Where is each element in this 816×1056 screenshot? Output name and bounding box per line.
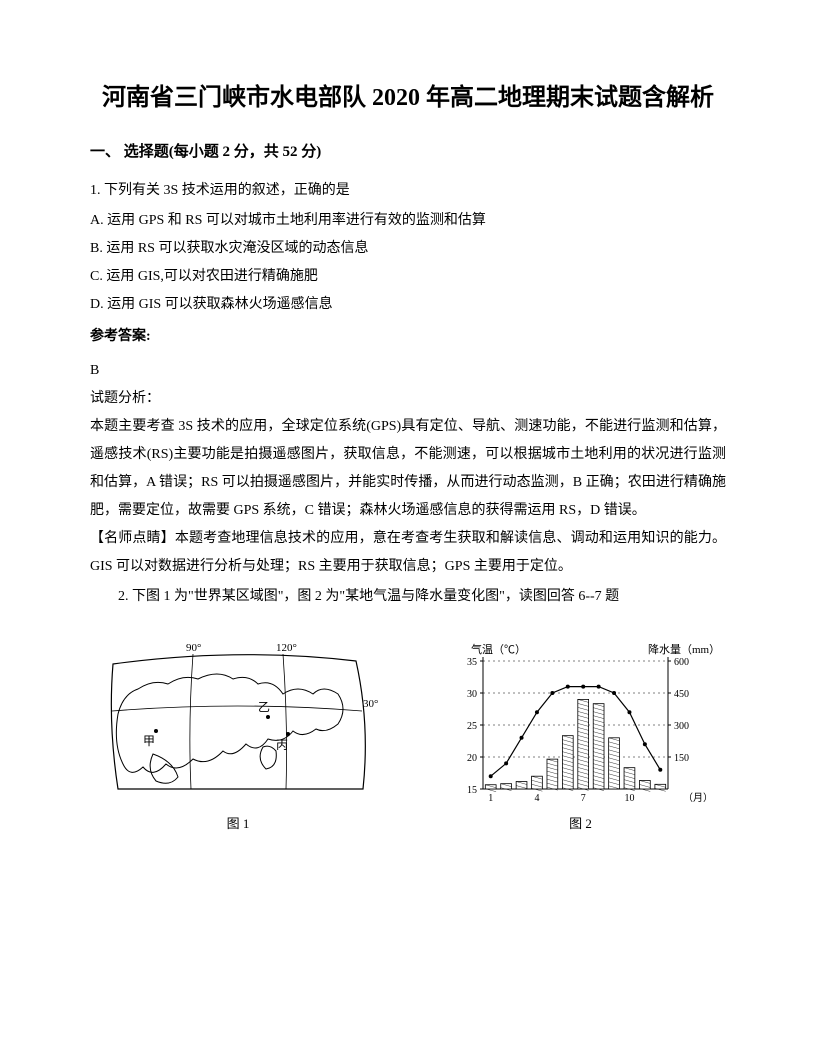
analysis-label: 试题分析：	[90, 385, 726, 413]
q1-analysis: 本题主要考查 3S 技术的应用，全球定位系统(GPS)具有定位、导航、测速功能，…	[90, 413, 726, 525]
svg-text:600: 600	[674, 657, 689, 668]
svg-text:甲: 甲	[143, 734, 155, 748]
svg-text:7: 7	[581, 793, 586, 804]
svg-text:25: 25	[467, 721, 477, 732]
q1-teacher-note: 【名师点睛】本题考查地理信息技术的应用，意在考查考生获取和解读信息、调动和运用知…	[90, 525, 726, 581]
q1-option-a: A. 运用 GPS 和 RS 可以对城市土地利用率进行有效的监测和估算	[90, 207, 726, 235]
svg-text:300: 300	[674, 721, 689, 732]
section-header: 一、 选择题(每小题 2 分，共 52 分)	[90, 140, 726, 161]
svg-text:1: 1	[488, 793, 493, 804]
svg-text:90°: 90°	[186, 642, 201, 654]
figure1-map: 90° 120° 30° 甲 乙丙	[98, 639, 378, 809]
svg-text:（月）: （月）	[683, 792, 713, 804]
q2-stem: 2. 下图 1 为"世界某区域图"，图 2 为"某地气温与降水量变化图"，读图回…	[90, 583, 726, 611]
svg-text:4: 4	[534, 793, 539, 804]
svg-text:15: 15	[467, 785, 477, 796]
svg-text:30: 30	[467, 689, 477, 700]
q1-option-c: C. 运用 GIS,可以对农田进行精确施肥	[90, 263, 726, 291]
svg-text:降水量（mm）: 降水量（mm）	[648, 642, 718, 656]
q1-answer: B	[90, 357, 726, 385]
figure2-container: 气温（℃） 降水量（mm） 15 20 25 30 35 150 300 450 600 1 4 7 10 （…	[443, 639, 718, 832]
svg-text:乙: 乙	[258, 700, 270, 714]
answer-label: 参考答案:	[90, 323, 726, 351]
figure1-container: 90° 120° 30° 甲 乙丙 图 1	[98, 639, 378, 832]
figure1-label: 图 1	[227, 813, 250, 832]
svg-text:10: 10	[624, 793, 634, 804]
svg-text:450: 450	[674, 689, 689, 700]
svg-text:30°: 30°	[363, 698, 378, 710]
svg-text:150: 150	[674, 753, 689, 764]
q1-stem: 1. 下列有关 3S 技术运用的叙述，正确的是	[90, 177, 726, 205]
svg-text:120°: 120°	[276, 642, 297, 654]
document-title: 河南省三门峡市水电部队 2020 年高二地理期末试题含解析	[90, 80, 726, 116]
figures-row: 90° 120° 30° 甲 乙丙 图 1 气温（℃） 降水量（mm） 15 20 25 30 35…	[90, 639, 726, 832]
q1-option-b: B. 运用 RS 可以获取水灾淹没区域的动态信息	[90, 235, 726, 263]
svg-text:丙: 丙	[276, 738, 288, 752]
svg-text:35: 35	[467, 657, 477, 668]
figure2-chart: 气温（℃） 降水量（mm） 15 20 25 30 35 150 300 450 600 1 4 7 10 （…	[443, 639, 718, 809]
svg-text:气温（℃）: 气温（℃）	[471, 642, 526, 656]
svg-text:20: 20	[467, 753, 477, 764]
q1-option-d: D. 运用 GIS 可以获取森林火场遥感信息	[90, 291, 726, 319]
figure2-label: 图 2	[569, 813, 592, 832]
